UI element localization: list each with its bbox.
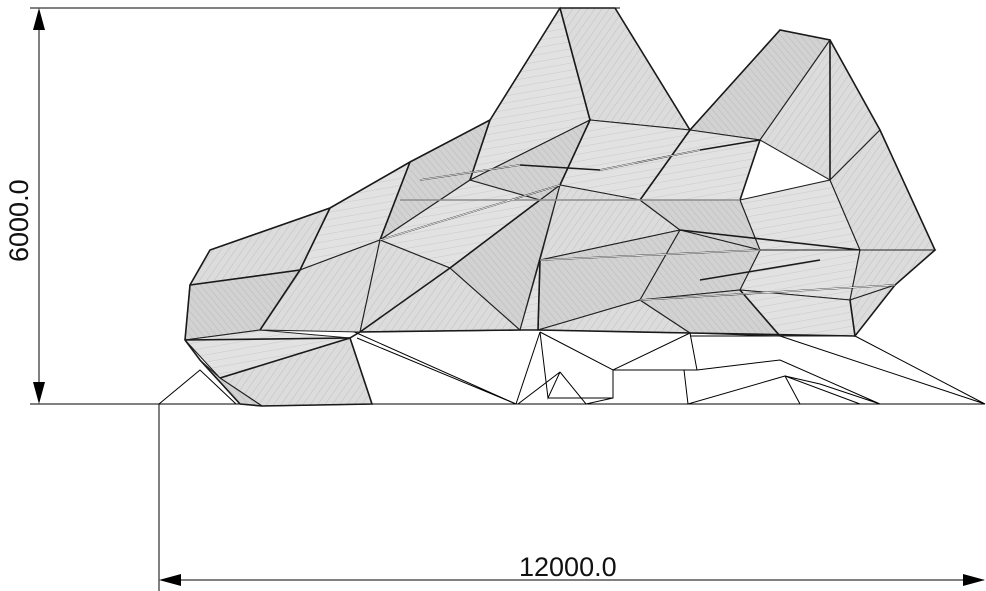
strut [184,337,351,341]
strut-highlight [379,184,561,241]
strut [259,269,301,331]
strut-highlight [639,284,896,301]
arrow-head-icon [33,8,45,30]
support-right-d [779,335,986,405]
width-label: 12000.0 [519,552,617,582]
panel [849,249,937,301]
strut-highlight [539,249,761,261]
height-label: 6000.0 [4,179,34,262]
strut [739,289,781,337]
strut [699,259,821,281]
strut-highlights [379,149,896,301]
strut [559,7,591,121]
height-dimension: 6000.0 [4,7,620,405]
strut [189,269,301,286]
strut-highlight [419,164,521,181]
strut [739,139,761,201]
support-right-a [559,371,614,405]
support-right-b [683,369,861,405]
strut [379,161,411,241]
arrow-head-icon [963,574,985,586]
strut [449,199,541,269]
support-struts [158,329,986,405]
strut [519,164,601,171]
support-mid [515,331,561,405]
mesh-shell [183,6,937,407]
strut [299,207,331,271]
strut [679,229,861,251]
strut [639,129,691,201]
strut [359,267,451,333]
support-right-c [696,359,881,405]
strut [219,337,351,379]
support-left [158,369,237,405]
strut [849,299,856,337]
arrow-head-icon [33,382,45,404]
strut [699,139,761,151]
support-mid-left [349,329,517,405]
support-frame [539,331,698,399]
strut-highlight [599,149,701,171]
strut [559,119,591,186]
arrow-head-icon [159,574,181,586]
width-dimension: 12000.0 [158,404,985,591]
strut [469,119,491,181]
strut [537,259,541,331]
